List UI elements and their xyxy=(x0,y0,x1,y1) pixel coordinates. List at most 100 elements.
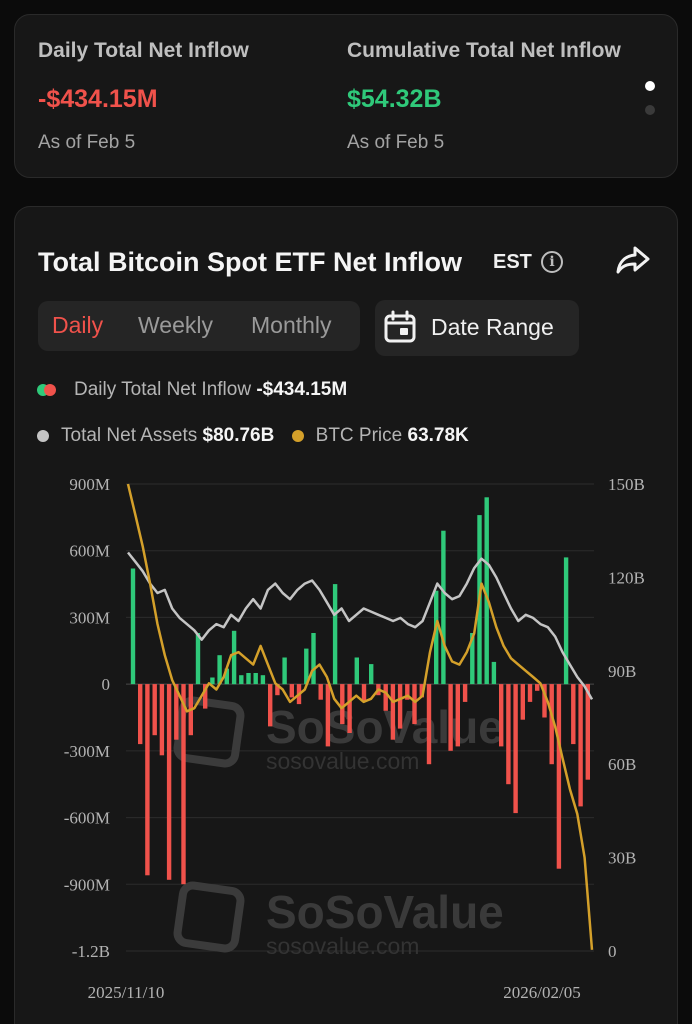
inflow-bar xyxy=(231,630,237,685)
daily-net-inflow-date: As of Feb 5 xyxy=(38,132,136,153)
inflow-bar xyxy=(318,684,323,700)
timezone-label: EST xyxy=(493,251,532,273)
legend-btc-label: BTC Price xyxy=(315,425,403,446)
left-axis-tick-label: -1.2B xyxy=(72,942,110,961)
legend-inflow-value: -$434.15M xyxy=(256,379,348,400)
right-axis-tick-label: 120B xyxy=(608,568,645,587)
inflow-bar xyxy=(527,684,533,702)
left-axis-tick-label: 600M xyxy=(69,542,110,561)
cumulative-net-inflow-title: Cumulative Total Net Inflow xyxy=(347,39,621,62)
inflow-bar xyxy=(145,684,150,876)
info-icon[interactable]: i xyxy=(541,251,563,273)
inflow-bar xyxy=(275,684,280,696)
inflow-bar xyxy=(455,684,460,747)
interval-tabs: Daily Weekly Monthly xyxy=(38,301,360,351)
right-axis-tick-label: 0 xyxy=(608,942,617,961)
inflow-bar xyxy=(549,684,554,765)
cumulative-net-inflow-value: $54.32B xyxy=(347,85,442,113)
inflow-bar xyxy=(412,684,417,725)
inflow-bar xyxy=(361,684,367,702)
inflow-bar xyxy=(246,673,251,685)
inflow-bar xyxy=(138,684,143,745)
left-axis-tick-label: 900M xyxy=(69,475,110,494)
date-range-button[interactable]: Date Range xyxy=(375,300,579,356)
inflow-bar xyxy=(571,684,576,745)
inflow-bar xyxy=(506,684,511,785)
inflow-bar xyxy=(419,684,424,698)
inflow-bar xyxy=(441,530,446,685)
legend-assets-value: $80.76B xyxy=(202,425,275,446)
inflow-bar xyxy=(311,633,316,685)
legend-inflow-label: Daily Total Net Inflow xyxy=(74,379,252,400)
inflow-bar xyxy=(542,684,547,718)
inflow-bar xyxy=(181,684,186,885)
inflow-bar xyxy=(499,684,504,747)
inflow-bar xyxy=(304,648,309,685)
tab-weekly[interactable]: Weekly xyxy=(138,312,213,338)
inflow-bar xyxy=(535,684,540,691)
inflow-bar xyxy=(448,684,453,751)
inflow-bar xyxy=(578,684,583,807)
inflow-bar xyxy=(470,633,475,685)
left-axis-tick-label: 0 xyxy=(102,675,111,694)
inflow-bar xyxy=(174,684,179,740)
left-axis-tick-label: -900M xyxy=(64,875,110,894)
pager-dot-active[interactable] xyxy=(645,81,655,91)
right-axis-tick-label: 30B xyxy=(608,849,636,868)
watermark-url: sosovalue.com xyxy=(266,933,419,959)
total-net-assets-line xyxy=(127,551,594,701)
tab-monthly[interactable]: Monthly xyxy=(251,312,332,338)
left-axis-tick-label: -300M xyxy=(64,742,110,761)
legend-btc-dot xyxy=(291,430,304,442)
summary-card: Daily Total Net Inflow -$434.15M As of F… xyxy=(14,14,678,178)
inflow-bar xyxy=(347,684,352,733)
inflow-bar xyxy=(585,684,590,780)
legend-assets-btc: Total Net Assets $80.76B BTC Price 63.78… xyxy=(37,425,469,447)
inflow-bar xyxy=(203,684,208,709)
inflow-bar xyxy=(282,657,287,685)
inflow-bar xyxy=(484,497,489,685)
inflow-bar xyxy=(239,675,244,685)
inflow-bar xyxy=(325,684,331,747)
inflow-bar xyxy=(332,584,338,685)
right-axis-tick-label: 90B xyxy=(608,662,636,681)
legend-btc-value: 63.78K xyxy=(407,425,469,446)
chart-title: Total Bitcoin Spot ETF Net Inflow xyxy=(38,247,462,277)
inflow-bar xyxy=(434,590,439,685)
inflow-bar xyxy=(397,684,403,729)
watermark-url: sosovalue.com xyxy=(266,748,419,774)
inflow-bar xyxy=(253,673,258,685)
calendar-icon xyxy=(384,310,416,343)
inflow-bar xyxy=(210,677,215,685)
right-axis-tick-label: 150B xyxy=(608,475,645,494)
inflow-bar xyxy=(166,684,172,880)
inflow-bar xyxy=(340,684,345,725)
inflow-bar xyxy=(556,684,562,869)
inflow-bar xyxy=(390,684,396,740)
inflow-bar xyxy=(289,684,294,698)
daily-net-inflow-stat: Daily Total Net Inflow -$434.15M As of F… xyxy=(38,39,249,154)
share-icon[interactable] xyxy=(615,245,651,275)
inflow-bar xyxy=(195,633,201,685)
cumulative-net-inflow-date: As of Feb 5 xyxy=(347,132,445,153)
watermark-brand: SoSoValue xyxy=(266,886,504,938)
daily-net-inflow-title: Daily Total Net Inflow xyxy=(38,39,249,62)
inflow-bar xyxy=(217,655,222,685)
inflow-bar xyxy=(130,568,136,685)
right-axis-tick-label: 60B xyxy=(608,755,636,774)
inflow-bar xyxy=(462,684,468,702)
date-range-label: Date Range xyxy=(431,314,554,340)
watermark-logo-icon xyxy=(173,881,245,953)
tab-daily[interactable]: Daily xyxy=(52,312,104,338)
legend-assets-dot xyxy=(37,430,49,442)
inflow-bar xyxy=(369,664,374,685)
inflow-bar xyxy=(260,675,266,685)
pager-dot-inactive[interactable] xyxy=(645,105,655,115)
x-axis-start-label: 2025/11/10 xyxy=(88,983,165,1002)
inflow-bar xyxy=(426,684,432,765)
left-axis-tick-label: -600M xyxy=(64,809,110,828)
inflow-bar xyxy=(354,657,359,685)
inflow-bar xyxy=(513,684,518,814)
inflow-bar xyxy=(159,684,165,756)
inflow-bar xyxy=(520,684,525,720)
